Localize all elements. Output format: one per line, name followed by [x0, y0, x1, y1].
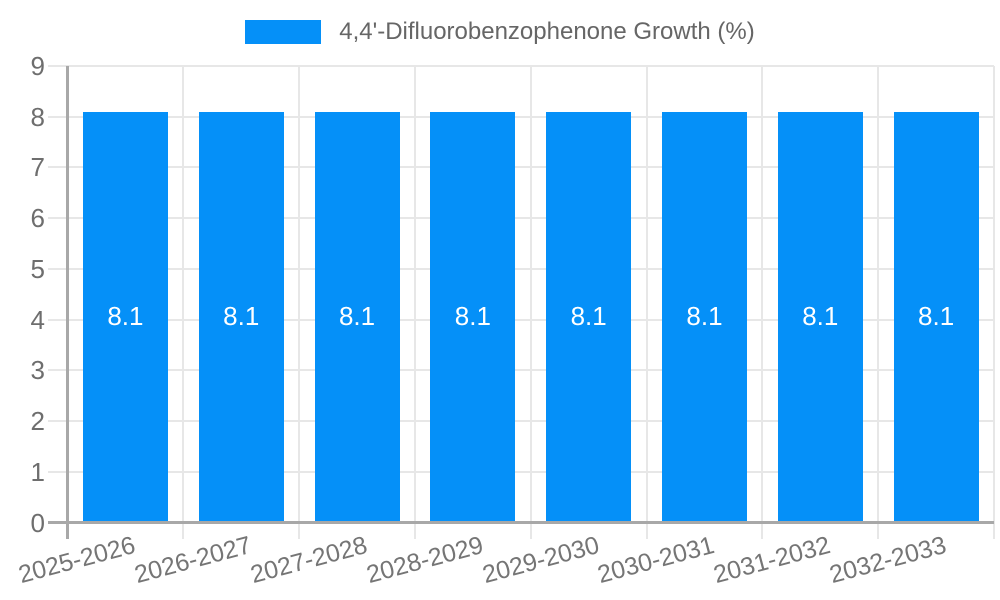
- x-axis-tick: [761, 522, 764, 539]
- bar-value-label: 8.1: [454, 300, 491, 331]
- bar-value-label: 8.1: [107, 300, 144, 331]
- x-gridline: [761, 66, 764, 523]
- x-axis-tick: [298, 522, 301, 539]
- y-gridline: [48, 267, 994, 270]
- y-axis-tick-label: 2: [30, 406, 45, 437]
- y-gridline: [48, 65, 994, 67]
- x-axis-tick: [645, 522, 648, 539]
- bar-value-label: 8.1: [802, 300, 839, 331]
- y-axis-tick-label: 9: [30, 51, 45, 81]
- y-gridline: [48, 318, 994, 321]
- bar-value-label: 8.1: [686, 300, 723, 331]
- bar[interactable]: 8.1: [546, 111, 632, 521]
- legend-swatch-icon: [245, 20, 322, 44]
- x-axis-tick: [877, 522, 880, 539]
- x-gridline: [182, 66, 185, 523]
- y-axis-tick-label: 3: [30, 355, 45, 386]
- y-axis-tick-label: 7: [30, 152, 45, 183]
- y-gridline: [48, 115, 994, 118]
- bar-value-label: 8.1: [223, 300, 260, 331]
- y-gridline: [48, 166, 994, 169]
- x-axis-tick: [993, 522, 995, 539]
- y-axis-tick-label: 8: [30, 101, 45, 132]
- y-axis-tick-label: 0: [30, 507, 45, 538]
- bar-value-label: 8.1: [918, 300, 955, 331]
- x-axis-tick: [413, 522, 416, 539]
- x-axis-tick: [182, 522, 185, 539]
- x-gridline: [529, 66, 532, 523]
- bar[interactable]: 8.1: [198, 111, 284, 521]
- x-gridline: [645, 66, 648, 523]
- x-gridline: [298, 66, 301, 523]
- legend-label: 4,4'-Difluorobenzophenone Growth (%): [339, 18, 755, 45]
- chart-legend[interactable]: 4,4'-Difluorobenzophenone Growth (%): [0, 19, 1000, 45]
- y-axis-tick-label: 5: [30, 253, 45, 284]
- x-gridline: [877, 66, 880, 523]
- bar-value-label: 8.1: [570, 300, 607, 331]
- x-axis-tick: [529, 522, 532, 539]
- bar-value-label: 8.1: [338, 300, 376, 331]
- x-gridline: [413, 66, 416, 523]
- y-axis-line: [66, 66, 69, 539]
- bar[interactable]: 8.1: [430, 111, 516, 521]
- y-axis-tick-label: 1: [30, 456, 45, 487]
- y-gridline: [48, 420, 994, 423]
- bar[interactable]: 8.1: [314, 111, 400, 521]
- bar[interactable]: 8.1: [777, 111, 863, 521]
- x-axis-line: [48, 521, 994, 524]
- y-axis-tick-label: 4: [30, 304, 45, 335]
- y-axis-tick-label: 6: [30, 203, 45, 234]
- bar[interactable]: 8.1: [893, 111, 979, 521]
- bar[interactable]: 8.1: [661, 111, 747, 521]
- x-gridline: [993, 66, 995, 523]
- bar[interactable]: 8.1: [82, 111, 168, 521]
- y-gridline: [48, 470, 994, 473]
- y-gridline: [48, 217, 994, 220]
- y-gridline: [48, 369, 994, 372]
